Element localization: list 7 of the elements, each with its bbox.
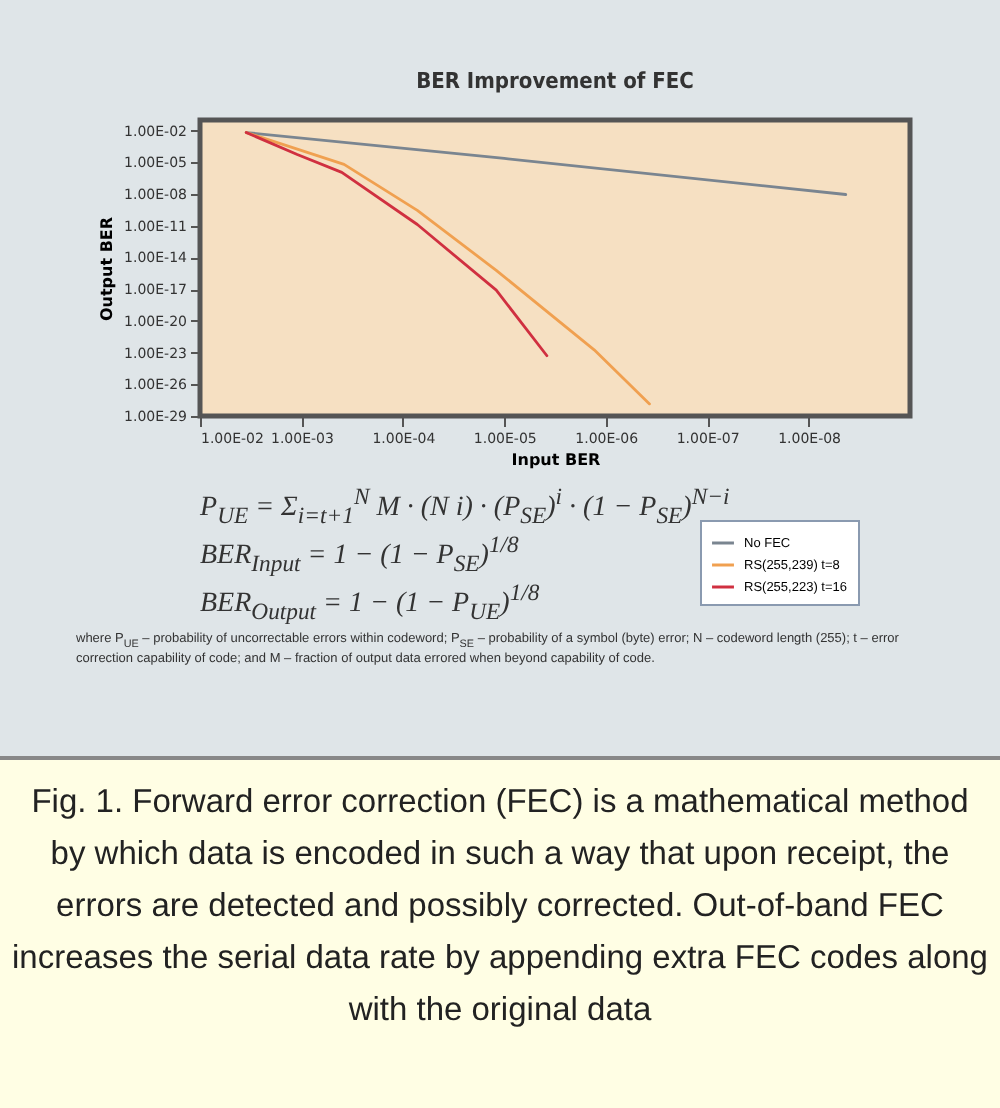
y-axis-title: Output BER [98, 216, 117, 322]
text: P$_{UE}$ = Σ$_{i=t+1}$$^{N}$ M · (N i) · (P$_{SE}$)$^{i}$ · (1 − P$_{SE}$)$^{N−i}$ [200, 484, 730, 529]
text: BER$_{Input}$ = 1 − (1 − P$_{SE}$)$^{1/8}$ [200, 532, 519, 577]
text: BER$_{Output}$ = 1 − (1 − P$_{UE}$)$^{1/8}$ [200, 580, 540, 625]
x-axis-title: Input BER [511, 451, 601, 469]
caption: Fig. 1. Forward error correction (FEC) is a mathematical method by which data is encoded in such a way that upon receipt, the errors are detected and possibly corrected. Out-of-band FEC increases the serial data rate by appending extra FEC codes along with the original data [0, 756, 1000, 1108]
chart-title: BER Improvement of FEC [416, 68, 694, 94]
